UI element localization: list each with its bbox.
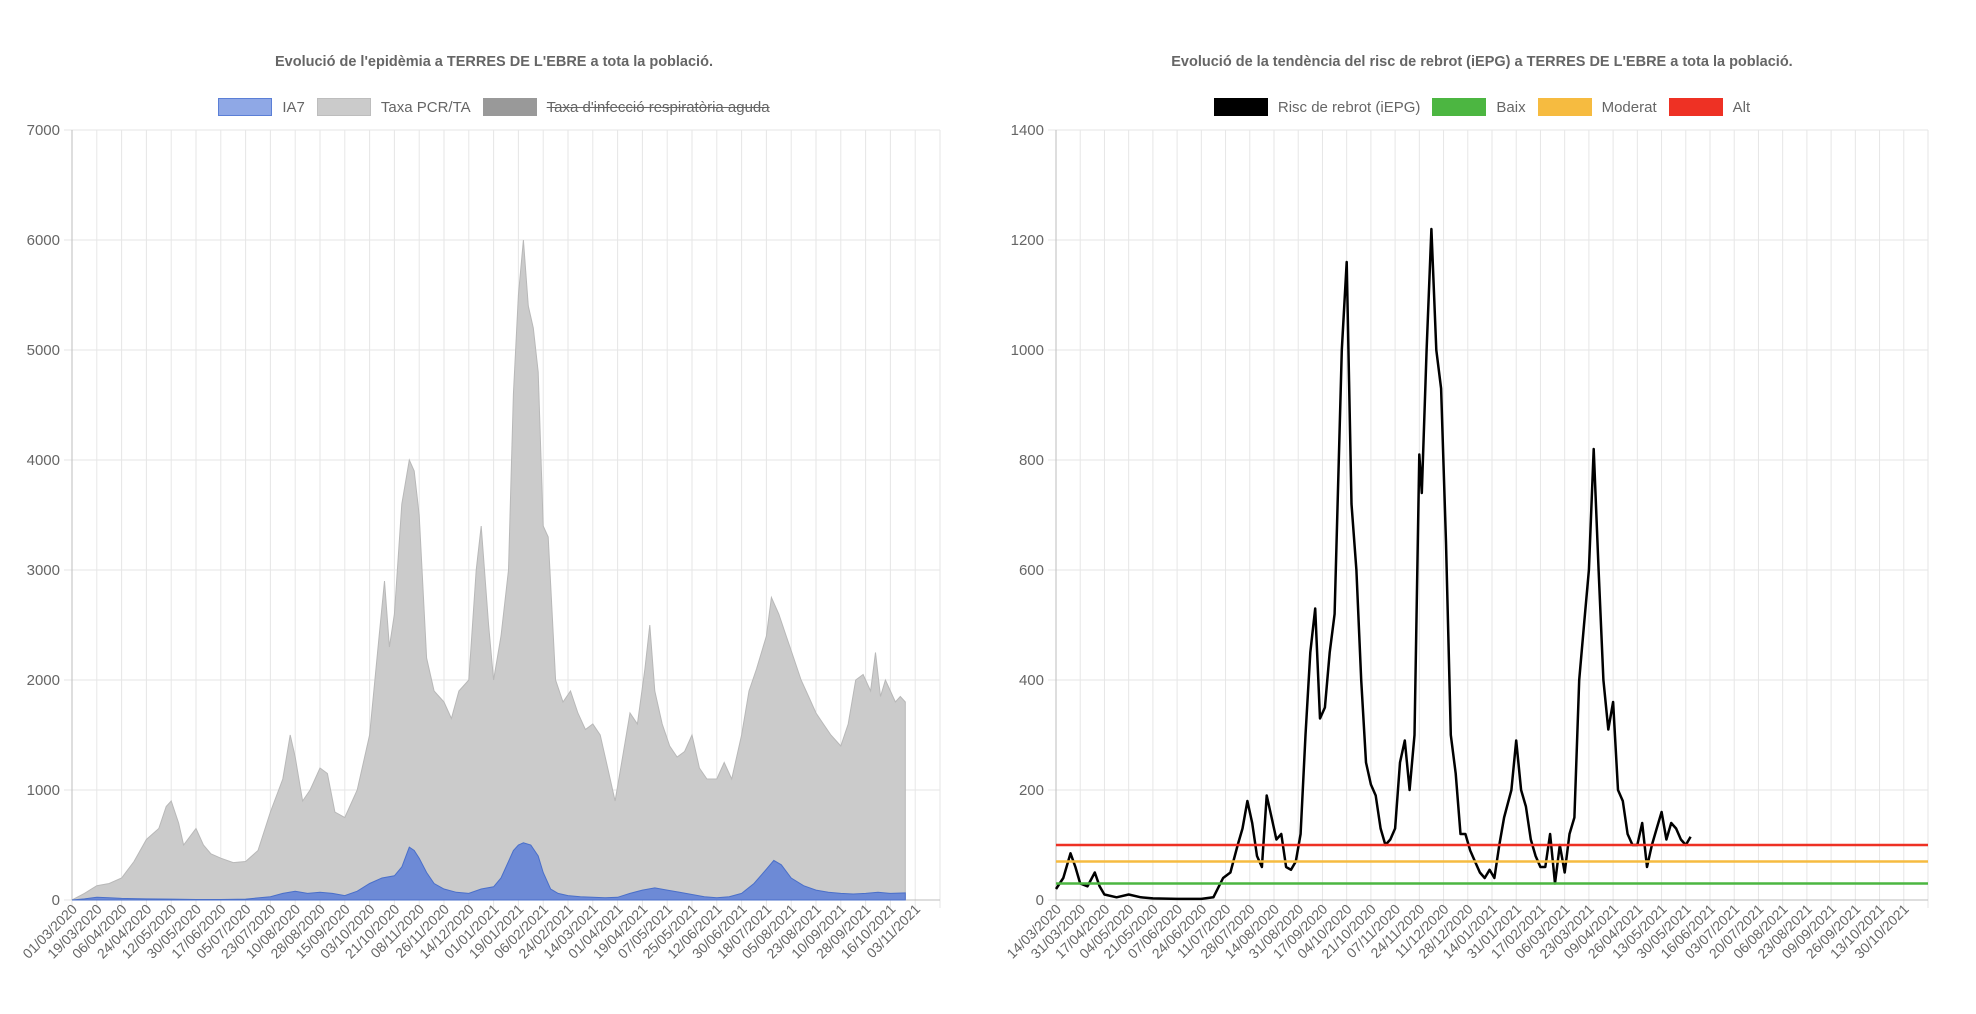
iepg-y-tick-label: 1200 — [1011, 232, 1044, 249]
epidemic-y-tick-label: 7000 — [27, 122, 60, 139]
legend-label-moderat: Moderat — [1601, 98, 1657, 116]
legend-item-alt[interactable]: Alt — [1668, 98, 1751, 116]
legend-label-alt: Alt — [1732, 98, 1751, 116]
legend-label-baix: Baix — [1496, 98, 1526, 116]
iepg-y-tick-label: 800 — [1019, 452, 1044, 469]
legend-label-respiratory: Taxa d'infecció respiratòria aguda — [546, 98, 770, 116]
epidemic-y-tick-label: 2000 — [27, 672, 60, 689]
legend-swatch-baix — [1432, 98, 1487, 116]
legend-label-pcr: Taxa PCR/TA — [380, 98, 471, 116]
epidemic-chart-panel: Evolució de l'epidèmia a TERRES DE L'EBR… — [0, 54, 988, 962]
epidemic-y-tick-label: 5000 — [27, 342, 60, 359]
legend-swatch-respiratory — [482, 98, 537, 116]
epidemic-series-area-1 — [71, 842, 906, 901]
iepg-y-tick-label: 400 — [1019, 672, 1044, 689]
legend-item-iepg[interactable]: Risc de rebrot (iEPG) — [1213, 98, 1421, 116]
epidemic-chart-title: Evolució de l'epidèmia a TERRES DE L'EBR… — [275, 54, 713, 70]
iepg-chart-plot: 020040060080010001200140014/03/202031/03… — [1003, 122, 1929, 962]
iepg-y-tick-label: 600 — [1019, 562, 1044, 579]
legend-swatch-pcr — [316, 98, 371, 116]
epidemic-y-tick-label: 6000 — [27, 232, 60, 249]
iepg-y-tick-label: 200 — [1019, 782, 1044, 799]
legend-item-moderat[interactable]: Moderat — [1537, 98, 1657, 116]
epidemic-series-area-0 — [71, 239, 906, 901]
epidemic-y-tick-label: 3000 — [27, 562, 60, 579]
iepg-series-line-0 — [1054, 227, 1692, 901]
legend-swatch-ia7 — [218, 98, 273, 116]
legend-item-respiratory[interactable]: Taxa d'infecció respiratòria aguda — [482, 98, 770, 116]
epidemic-y-tick-label: 0 — [52, 892, 60, 909]
iepg-y-tick-label: 1000 — [1011, 342, 1044, 359]
iepg-chart-title: Evolució de la tendència del risc de reb… — [1171, 54, 1793, 70]
epidemic-chart-plot: 0100020003000400050006000700001/03/20201… — [19, 122, 941, 962]
legend-swatch-iepg — [1213, 98, 1268, 116]
epidemic-y-tick-label: 4000 — [27, 452, 60, 469]
iepg-y-tick-label: 1400 — [1011, 122, 1044, 139]
iepg-chart-legend: Risc de rebrot (iEPG) Baix Moderat Alt — [988, 98, 1976, 116]
iepg-y-tick-label: 0 — [1036, 892, 1044, 909]
legend-swatch-moderat — [1537, 98, 1592, 116]
legend-label-ia7: IA7 — [282, 98, 305, 116]
legend-item-baix[interactable]: Baix — [1432, 98, 1526, 116]
epidemic-chart-legend: IA7 Taxa PCR/TA Taxa d'infecció respirat… — [0, 98, 988, 116]
epidemic-y-tick-label: 1000 — [27, 782, 60, 799]
iepg-chart-panel: Evolució de la tendència del risc de reb… — [988, 0, 1976, 1014]
legend-item-pcr[interactable]: Taxa PCR/TA — [316, 98, 471, 116]
legend-item-ia7[interactable]: IA7 — [218, 98, 305, 116]
legend-label-iepg: Risc de rebrot (iEPG) — [1277, 98, 1421, 116]
legend-swatch-alt — [1668, 98, 1723, 116]
